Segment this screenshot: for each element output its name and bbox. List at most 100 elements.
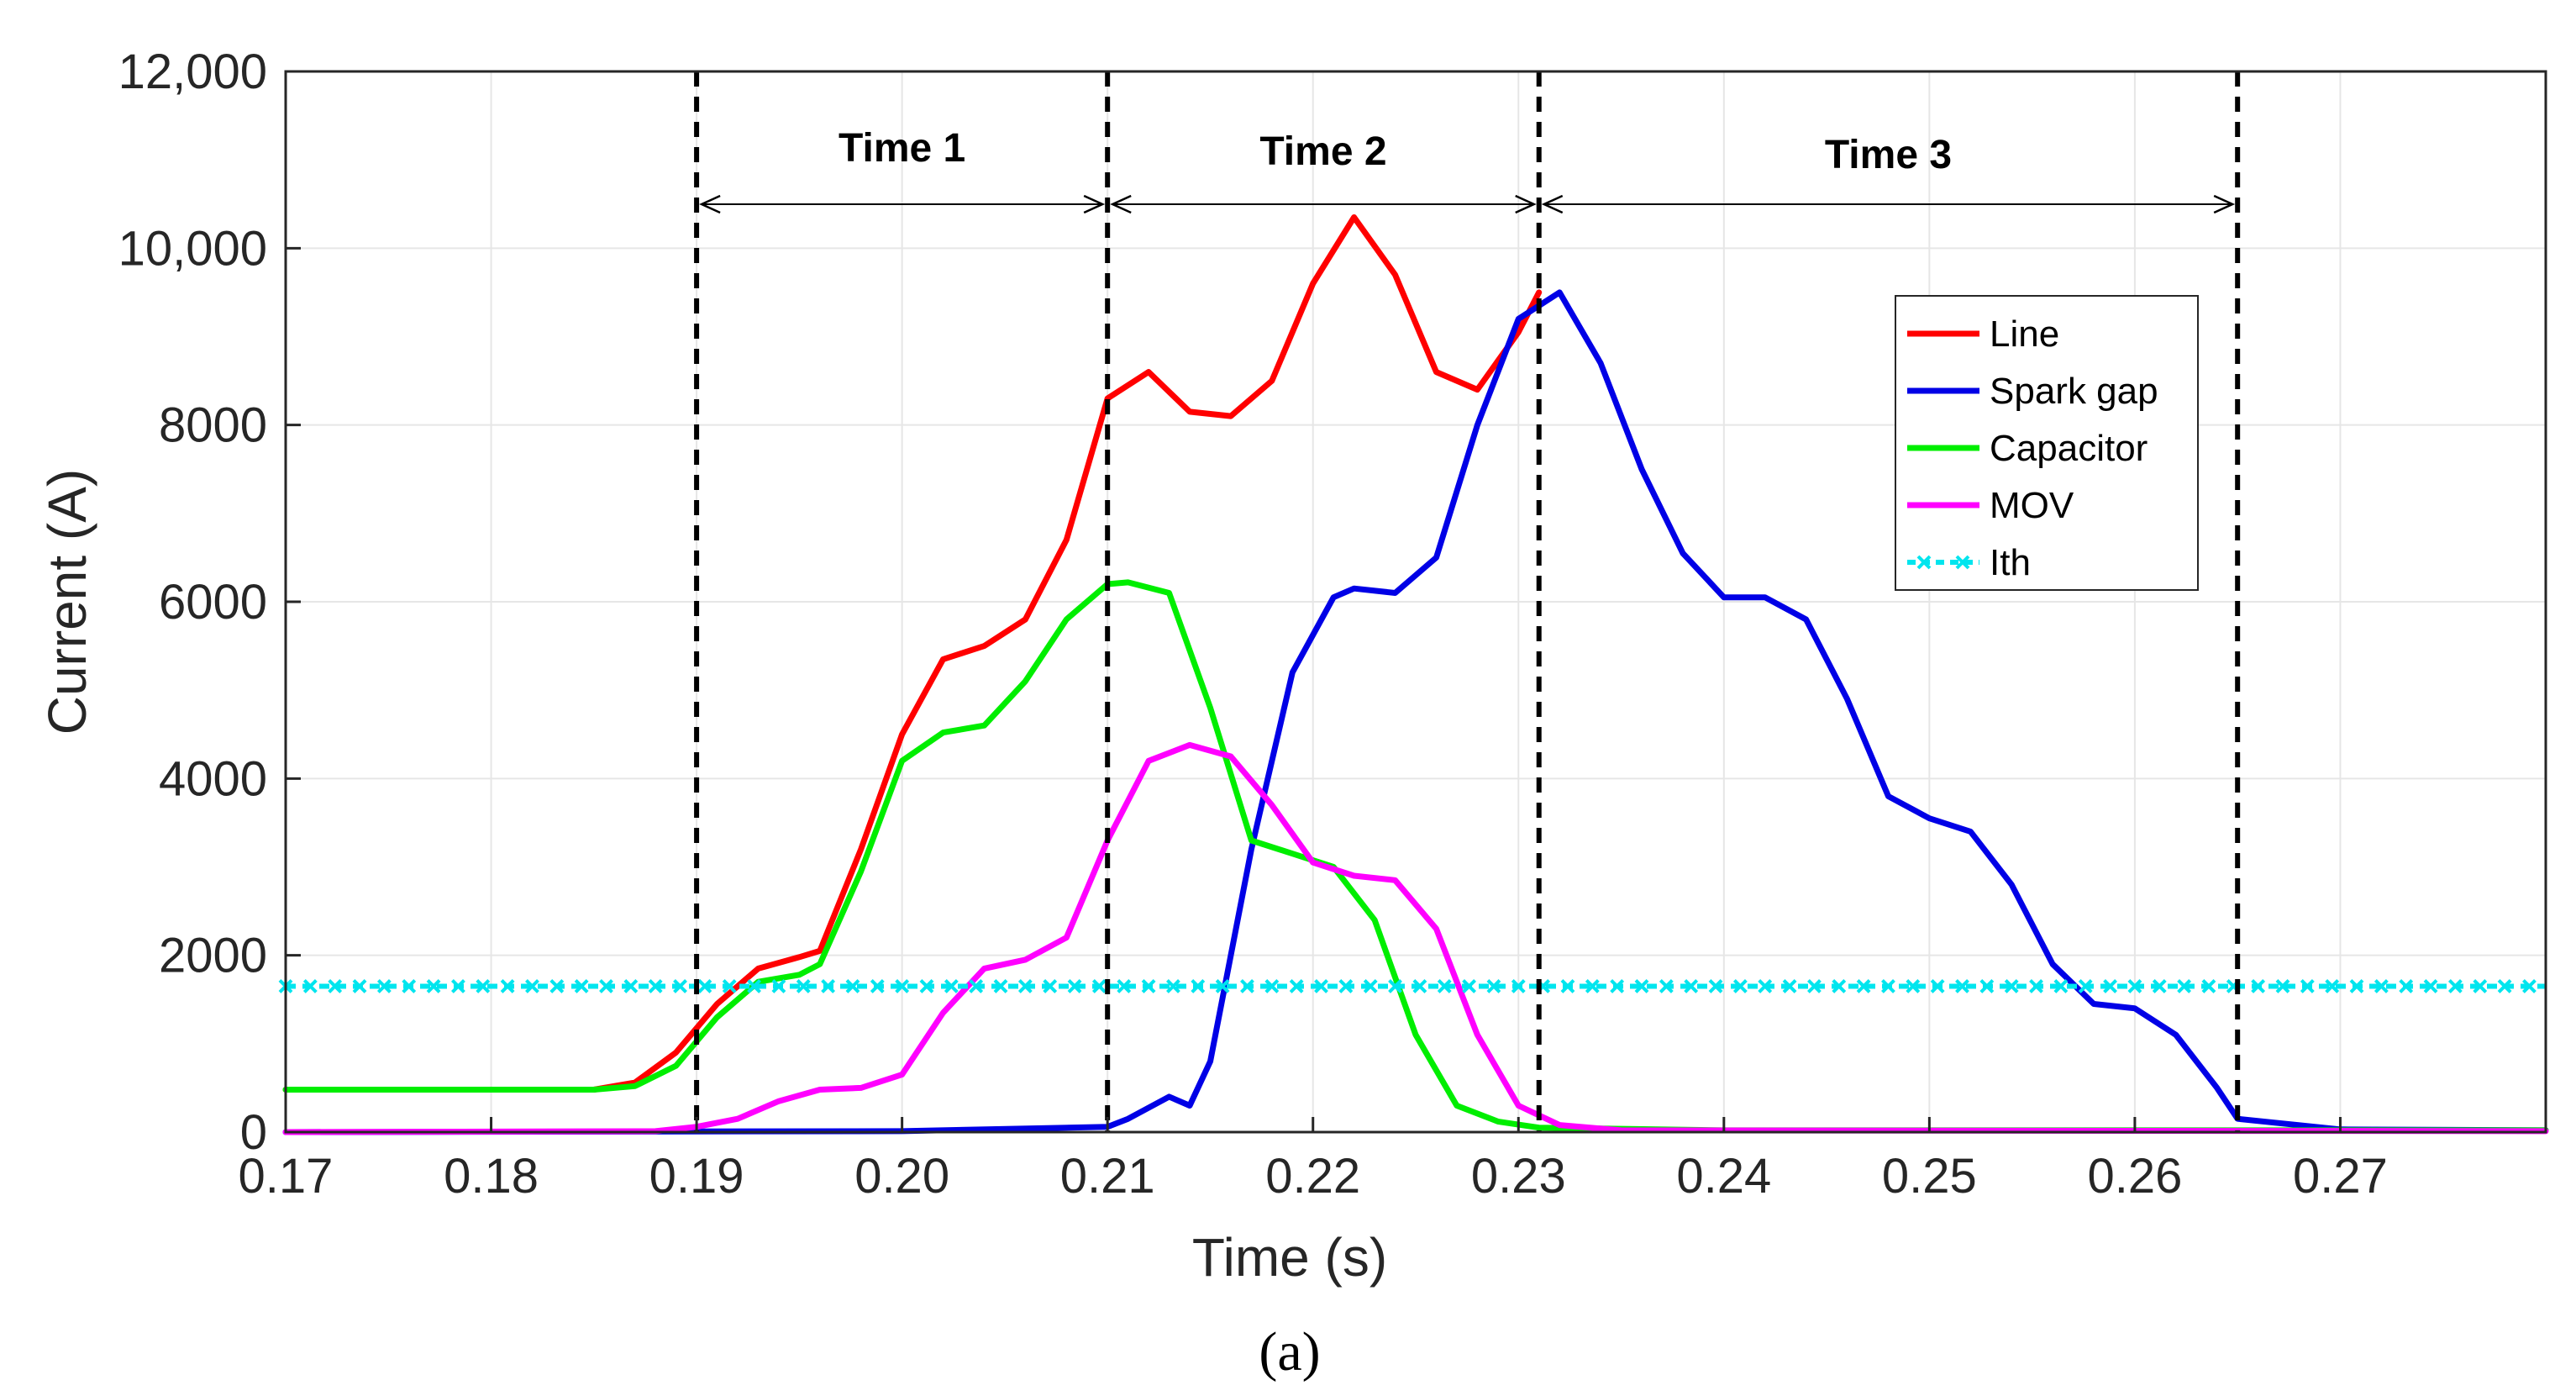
- ith-marker: [1782, 979, 1797, 993]
- ith-marker: [673, 979, 687, 993]
- arrow-right-icon: [2213, 194, 2236, 214]
- y-tick-label: 2000: [159, 929, 267, 983]
- ith-marker: [2325, 979, 2340, 993]
- y-tick-label: 0: [240, 1105, 267, 1160]
- legend-label: Line: [1990, 313, 2059, 355]
- annotation-time-3: Time 3: [1541, 133, 2236, 214]
- ith-marker: [376, 979, 392, 993]
- ith-marker: [1511, 979, 1526, 993]
- ith-marker: [1462, 979, 1476, 993]
- ith-marker: [1610, 979, 1625, 993]
- x-tick-label: 0.18: [444, 1149, 539, 1204]
- ith-marker: [1881, 979, 1895, 993]
- ith-marker: [1240, 979, 1254, 993]
- ith-marker: [1338, 979, 1354, 993]
- annotation-label: Time 2: [1259, 129, 1386, 174]
- x-tick-label: 0.20: [854, 1149, 949, 1204]
- series-group: [278, 214, 2549, 1135]
- series-ith: [278, 979, 2546, 993]
- ith-marker: [1832, 979, 1847, 993]
- y-tick-label: 8000: [159, 398, 267, 453]
- ith-marker: [1314, 979, 1328, 993]
- x-tick-label: 0.26: [2087, 1149, 2182, 1204]
- ith-marker: [549, 979, 565, 993]
- legend-item-ith: Ith: [1907, 542, 2031, 583]
- y-tick-label: 12,000: [118, 45, 267, 99]
- ith-marker: [1166, 979, 1180, 993]
- ith-marker: [2522, 979, 2537, 993]
- legend-label: Capacitor: [1990, 428, 2148, 469]
- y-tick-label: 10,000: [118, 221, 267, 276]
- ith-marker: [821, 979, 836, 993]
- ith-marker: [1215, 979, 1230, 993]
- x-axis-ticks: 0.17 0.18 0.19 0.20 0.21 0.22 0.23 0.24 0.25 0.26…: [239, 1117, 2388, 1204]
- vertical-marker-group: [694, 71, 2241, 1132]
- ith-marker: [1634, 979, 1649, 993]
- ith-marker: [1684, 979, 1699, 993]
- ith-marker: [796, 979, 811, 993]
- x-tick-label: 0.17: [239, 1149, 334, 1204]
- ith-marker: [870, 979, 885, 993]
- annotation-time-1: Time 1: [699, 126, 1106, 214]
- arrow-left-icon: [699, 194, 721, 214]
- ith-marker: [1732, 979, 1748, 993]
- x-tick-label: 0.23: [1471, 1149, 1566, 1204]
- ith-marker: [2349, 979, 2364, 993]
- ith-marker: [1141, 979, 1156, 993]
- ith-marker: [1486, 979, 1501, 993]
- ith-marker: [1264, 979, 1280, 993]
- ith-marker: [1930, 979, 1945, 993]
- ith-marker: [747, 979, 761, 993]
- ith-marker: [1856, 979, 1871, 993]
- y-axis-title: Current (A): [37, 469, 97, 735]
- legend-label: MOV: [1990, 485, 2074, 526]
- ith-marker: [919, 979, 934, 993]
- ith-marker: [402, 979, 417, 993]
- ith-marker: [1560, 979, 1575, 993]
- ith-marker: [2103, 979, 2117, 993]
- series-mov: [282, 741, 2549, 1135]
- legend-item-spark-gap: Spark gap: [1907, 371, 2158, 412]
- ith-marker: [2275, 979, 2290, 993]
- ith-marker: [722, 979, 737, 993]
- ith-marker: [1289, 979, 1304, 993]
- legend: Line Spark gap Capacitor MOV Ith: [1895, 295, 2199, 591]
- series-line: [282, 214, 1543, 1093]
- x-axis-title: Time (s): [1192, 1227, 1387, 1288]
- ith-marker: [1585, 979, 1600, 993]
- ith-marker: [2251, 979, 2266, 993]
- annotation-time-2: Time 2: [1110, 129, 1537, 214]
- ith-marker: [2152, 979, 2167, 993]
- grid-lines: [285, 71, 2546, 1133]
- legend-label: Spark gap: [1990, 371, 2158, 412]
- ith-marker: [302, 979, 318, 993]
- ith-marker: [525, 979, 539, 993]
- ith-marker: [500, 979, 515, 993]
- ith-marker: [648, 979, 663, 993]
- x-tick-label: 0.25: [1882, 1149, 1977, 1204]
- ith-marker: [2497, 979, 2512, 993]
- annotation-label: Time 3: [1825, 133, 1952, 177]
- legend-box: [1895, 295, 2199, 591]
- ith-marker: [352, 979, 367, 993]
- ith-marker: [599, 979, 613, 993]
- ith-marker: [771, 979, 786, 993]
- ith-marker: [1437, 979, 1452, 993]
- ith-marker: [969, 979, 984, 993]
- ith-marker: [623, 979, 639, 993]
- arrow-left-icon: [1541, 194, 1564, 214]
- ith-marker: [697, 979, 712, 993]
- ith-marker: [476, 979, 491, 993]
- ith-marker: [993, 979, 1008, 993]
- arrow-right-icon: [1515, 194, 1537, 214]
- ith-marker: [1117, 979, 1132, 993]
- legend-item-capacitor: Capacitor: [1907, 428, 2148, 469]
- x-tick-label: 0.27: [2293, 1149, 2388, 1204]
- legend-label: Ith: [1990, 542, 2031, 583]
- ith-marker: [1659, 979, 1674, 993]
- legend-item-mov: MOV: [1907, 485, 2074, 526]
- ith-marker: [845, 979, 860, 993]
- ith-marker: [426, 979, 441, 993]
- ith-marker: [328, 979, 343, 993]
